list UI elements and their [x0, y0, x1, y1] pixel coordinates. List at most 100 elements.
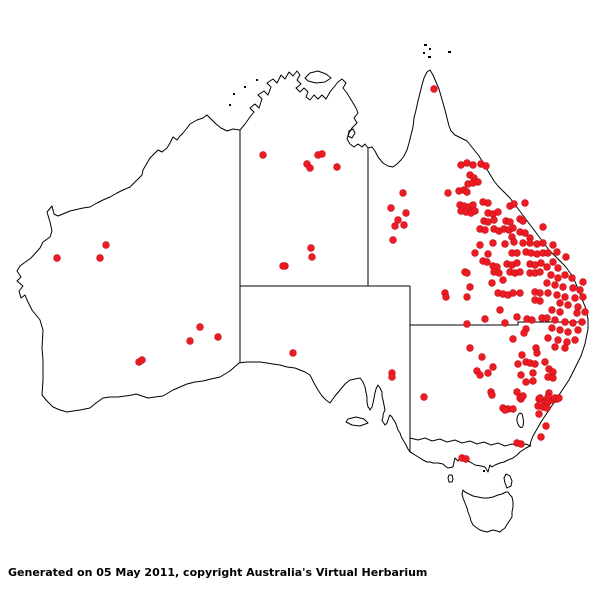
occurrence-dot	[333, 163, 341, 171]
occurrence-dot	[318, 150, 326, 158]
occurrence-dot	[548, 324, 556, 332]
occurrence-dot	[494, 208, 502, 216]
occurrence-dot	[543, 404, 551, 412]
occurrence-dot	[548, 306, 556, 314]
occurrence-dot	[509, 224, 517, 232]
occurrence-dot	[527, 249, 535, 257]
occurrence-dot	[571, 336, 579, 344]
occurrence-dot	[394, 216, 402, 224]
occurrence-dot	[539, 223, 547, 231]
occurrence-dot	[469, 161, 477, 169]
occurrence-dot	[510, 200, 518, 208]
occurrence-dot	[517, 371, 525, 379]
occurrence-dot	[196, 323, 204, 331]
occurrence-dot	[308, 253, 316, 261]
occurrence-dot	[186, 337, 194, 345]
occurrence-dot	[544, 249, 552, 257]
occurrence-dot	[509, 289, 517, 297]
occurrence-dot	[561, 344, 569, 352]
occurrence-dot	[561, 293, 569, 301]
occurrence-dot	[463, 320, 471, 328]
occurrence-dot	[553, 291, 561, 299]
occurrence-dot	[509, 405, 517, 413]
occurrence-dot	[138, 356, 146, 364]
occurrence-dot	[482, 162, 490, 170]
tasmania-outline	[461, 489, 514, 533]
occurrence-dot	[519, 239, 527, 247]
occurrence-dot	[420, 393, 428, 401]
occurrence-dot	[579, 278, 587, 286]
occurrence-dot	[528, 316, 536, 324]
occurrence-dot	[484, 369, 492, 377]
occurrence-dot	[399, 189, 407, 197]
occurrence-dot	[543, 314, 551, 322]
occurrence-dot	[521, 199, 529, 207]
occurrence-dot	[496, 306, 504, 314]
occurrence-dot	[535, 410, 543, 418]
occurrence-dot	[517, 440, 525, 448]
occurrence-dot	[463, 269, 471, 277]
occurrence-dot	[574, 303, 582, 311]
occurrence-dot	[501, 240, 509, 248]
occurrence-dot	[391, 222, 399, 230]
occurrence-dot	[481, 315, 489, 323]
occurrence-dot	[549, 374, 557, 382]
occurrence-dot	[307, 244, 315, 252]
occurrence-dot	[564, 328, 572, 336]
occurrence-dot	[576, 286, 584, 294]
occurrence-dot	[471, 249, 479, 257]
occurrence-dot	[518, 351, 526, 359]
occurrence-dot	[474, 178, 482, 186]
occurrence-dot	[501, 319, 509, 327]
occurrence-dot	[513, 249, 521, 257]
occurrence-dot	[521, 229, 529, 237]
occurrence-dot	[536, 289, 544, 297]
occurrence-dot	[537, 433, 545, 441]
occurrence-dot	[543, 263, 551, 271]
occurrence-dot	[581, 308, 589, 316]
occurrence-dot	[489, 363, 497, 371]
occurrence-dot	[536, 297, 544, 305]
occurrence-dot	[529, 377, 537, 385]
occurrence-dot	[499, 276, 507, 284]
occurrence-dot	[489, 239, 497, 247]
occurrence-dot	[96, 254, 104, 262]
occurrence-dot	[444, 189, 452, 197]
occurrence-dot	[484, 250, 492, 258]
occurrence-dot	[571, 294, 579, 302]
occurrence-dot	[551, 343, 559, 351]
occurrence-dot	[476, 371, 484, 379]
occurrence-dot	[554, 274, 562, 282]
occurrence-dot	[519, 392, 527, 400]
occurrence-dot	[539, 239, 547, 247]
occurrence-dot	[578, 318, 586, 326]
occurrence-dot	[533, 240, 541, 248]
occurrence-dot	[536, 394, 544, 402]
occurrence-dot	[513, 259, 521, 267]
occurrence-dot	[471, 207, 479, 215]
occurrence-dot	[481, 226, 489, 234]
occurrence-dot	[513, 388, 521, 396]
occurrence-dot	[561, 318, 569, 326]
occurrence-dot	[53, 254, 61, 262]
occurrence-dot	[562, 253, 570, 261]
occurrence-dot	[509, 335, 517, 343]
occurrence-dot	[553, 248, 561, 256]
occurrence-dot	[520, 329, 528, 337]
occurrence-dot	[522, 378, 530, 386]
occurrence-dot	[519, 217, 527, 225]
occurrence-dot	[549, 258, 557, 266]
occurrence-dot	[544, 334, 552, 342]
footer-caption: Generated on 05 May 2011, copyright Aust…	[8, 566, 428, 579]
occurrence-dot	[554, 336, 562, 344]
occurrence-dot	[214, 333, 222, 341]
occurrence-dot	[102, 241, 110, 249]
occurrence-dot	[579, 293, 587, 301]
occurrence-dot	[463, 188, 471, 196]
occurrence-dot	[541, 358, 549, 366]
occurrence-dot	[513, 313, 521, 321]
occurrence-dot	[542, 422, 550, 430]
occurrence-dot	[510, 238, 518, 246]
occurrence-dot	[478, 353, 486, 361]
